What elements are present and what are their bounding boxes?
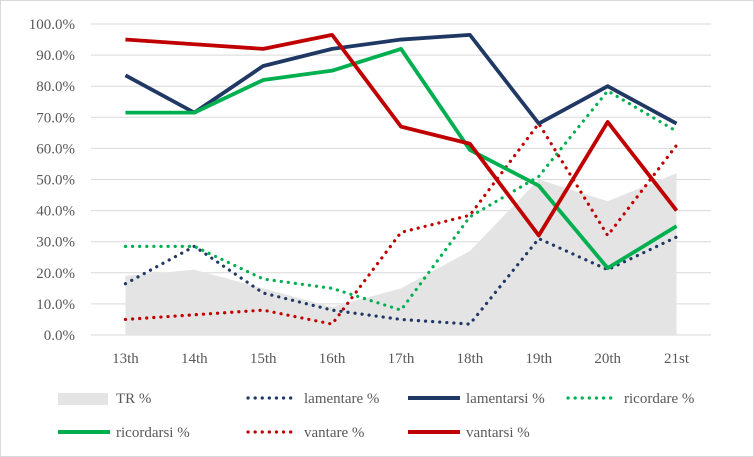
legend-label: ricordare % xyxy=(624,391,694,407)
y-tick-label: 50.0% xyxy=(36,173,75,189)
legend-item-ricordarsi: ricordarsi % xyxy=(58,425,190,441)
legend-label: TR % xyxy=(116,391,151,407)
x-tick-label: 20th xyxy=(594,351,621,367)
legend-item-vantarsi: vantarsi % xyxy=(408,425,530,441)
vantare-line xyxy=(123,121,679,326)
x-axis-ticks: 13th 14th 15th 16th 17th 18th 19th 20th 21st xyxy=(112,351,690,367)
x-tick-label: 17th xyxy=(388,351,415,367)
lamentarsi-line xyxy=(124,32,678,126)
legend-item-tr: TR % xyxy=(58,391,151,407)
y-tick-label: 90.0% xyxy=(36,48,75,64)
x-tick-label: 16th xyxy=(319,351,346,367)
ricordarsi-line xyxy=(125,46,678,271)
legend-item-ricordare: ricordare % xyxy=(566,391,694,407)
y-tick-label: 30.0% xyxy=(36,235,75,251)
area-series xyxy=(125,173,677,335)
y-tick-label: 40.0% xyxy=(36,204,75,220)
y-tick-label: 100.0% xyxy=(29,17,75,33)
legend-item-lamentare: lamentare % xyxy=(246,391,379,407)
legend-label: lamentare % xyxy=(304,391,379,407)
legend-label: vantare % xyxy=(304,425,364,441)
x-tick-label: 19th xyxy=(525,351,552,367)
y-tick-label: 20.0% xyxy=(36,266,75,282)
legend-label: vantarsi % xyxy=(466,425,530,441)
legend-item-lamentarsi: lamentarsi % xyxy=(408,391,545,407)
legend: TR % lamentare % lamentarsi % ricordare % ri… xyxy=(58,391,694,441)
x-tick-label: 13th xyxy=(112,351,139,367)
y-tick-label: 70.0% xyxy=(36,110,75,126)
legend-item-vantare: vantare % xyxy=(246,425,364,441)
y-tick-label: 60.0% xyxy=(36,141,75,157)
tr-area xyxy=(125,173,677,335)
x-tick-label: 15th xyxy=(250,351,277,367)
y-tick-label: 80.0% xyxy=(36,79,75,95)
legend-label: ricordarsi % xyxy=(116,425,190,441)
vantarsi-line xyxy=(125,32,679,238)
line-series xyxy=(123,32,679,326)
x-tick-label: 14th xyxy=(181,351,208,367)
legend-swatch xyxy=(58,393,108,405)
x-tick-label: 18th xyxy=(457,351,484,367)
legend-label: lamentarsi % xyxy=(466,391,545,407)
lamentare-line xyxy=(123,235,679,326)
y-axis-ticks: 0.0% 10.0% 20.0% 30.0% 40.0% 50.0% 60.0% 70.0% 8… xyxy=(29,17,75,344)
x-tick-label: 21st xyxy=(664,351,690,367)
y-tick-label: 10.0% xyxy=(36,297,75,313)
y-tick-label: 0.0% xyxy=(44,328,75,344)
